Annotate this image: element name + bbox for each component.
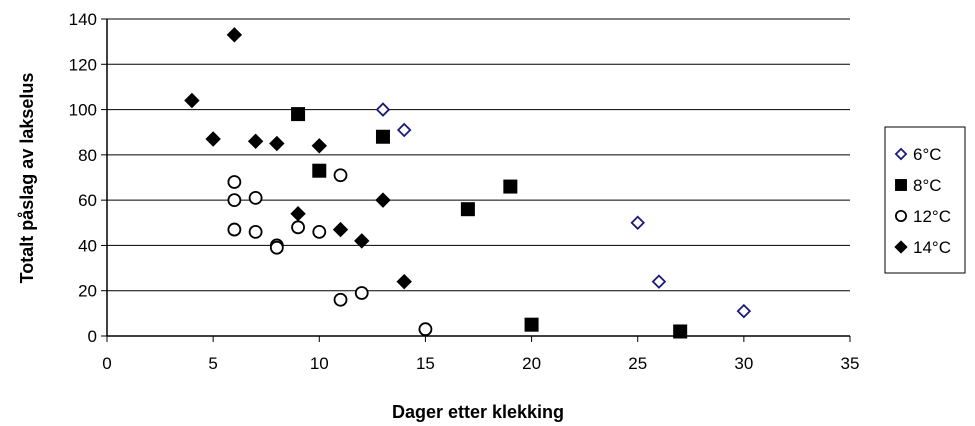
legend: 6°C 8°C 12°C 14°C xyxy=(884,126,966,274)
data-point xyxy=(375,192,391,208)
series-diamond-open xyxy=(375,102,752,319)
data-point xyxy=(227,222,242,237)
data-point xyxy=(290,206,306,222)
legend-label: 12°C xyxy=(913,207,951,226)
x-tick-label: 35 xyxy=(841,354,860,373)
y-tick-label: 80 xyxy=(78,146,97,165)
data-point xyxy=(247,133,264,149)
data-point xyxy=(269,135,285,152)
data-point xyxy=(333,292,348,307)
x-tick-labels: 0 5 10 15 20 25 30 35 xyxy=(102,354,859,373)
y-tick-label: 140 xyxy=(69,10,97,29)
series-circle-open xyxy=(227,168,433,337)
data-point xyxy=(354,233,370,249)
y-tick-label: 120 xyxy=(69,55,97,74)
series-square-filled xyxy=(291,107,688,339)
data-point xyxy=(184,92,200,109)
data-point xyxy=(248,224,263,239)
legend-marker xyxy=(894,240,908,254)
x-tick-label: 0 xyxy=(102,354,111,373)
y-tick-label: 100 xyxy=(69,101,97,120)
data-point xyxy=(396,122,412,138)
y-tick-label: 40 xyxy=(78,236,97,255)
data-point xyxy=(248,190,263,205)
legend-marker xyxy=(894,147,908,161)
data-point xyxy=(291,107,306,122)
data-point xyxy=(736,303,752,319)
data-point xyxy=(312,163,327,178)
data-points xyxy=(184,27,752,339)
data-point xyxy=(333,168,348,183)
data-point xyxy=(524,317,539,332)
data-point xyxy=(205,131,221,147)
legend-marker xyxy=(895,179,907,191)
data-point xyxy=(460,202,475,217)
data-point xyxy=(418,322,433,337)
x-axis-title: Dager etter klekking xyxy=(392,402,564,422)
data-point xyxy=(354,286,369,300)
data-point xyxy=(227,193,242,208)
data-point xyxy=(673,324,688,339)
axes xyxy=(101,18,851,342)
series-diamond-filled xyxy=(184,27,412,290)
x-tick-label: 5 xyxy=(208,354,217,373)
data-point xyxy=(375,102,391,117)
gridlines xyxy=(107,18,850,292)
data-point xyxy=(651,274,667,289)
data-point xyxy=(332,221,349,238)
y-tick-labels: 0 20 40 60 80 100 120 140 xyxy=(69,10,97,346)
legend-label: 6°C xyxy=(913,145,942,164)
x-tick-label: 15 xyxy=(416,354,435,373)
legend-label: 14°C xyxy=(913,238,951,257)
y-axis-title: Totalt påslag av lakselus xyxy=(17,73,37,284)
y-tick-label: 20 xyxy=(78,282,97,301)
x-tick-label: 30 xyxy=(734,354,753,373)
data-point xyxy=(226,27,243,43)
data-point xyxy=(375,129,390,144)
y-tick-label: 0 xyxy=(88,327,97,346)
data-point xyxy=(503,179,518,194)
data-point xyxy=(291,220,305,235)
x-tick-label: 10 xyxy=(310,354,329,373)
data-point xyxy=(227,175,242,189)
data-point xyxy=(312,224,327,239)
data-point xyxy=(630,215,645,231)
legend-marker xyxy=(895,209,908,222)
data-point xyxy=(269,240,284,255)
y-tick-label: 60 xyxy=(78,191,97,210)
legend-label: 8°C xyxy=(913,176,942,195)
x-tick-label: 25 xyxy=(628,354,647,373)
data-point xyxy=(311,138,327,154)
x-tick-label: 20 xyxy=(522,354,541,373)
data-point xyxy=(396,273,412,290)
